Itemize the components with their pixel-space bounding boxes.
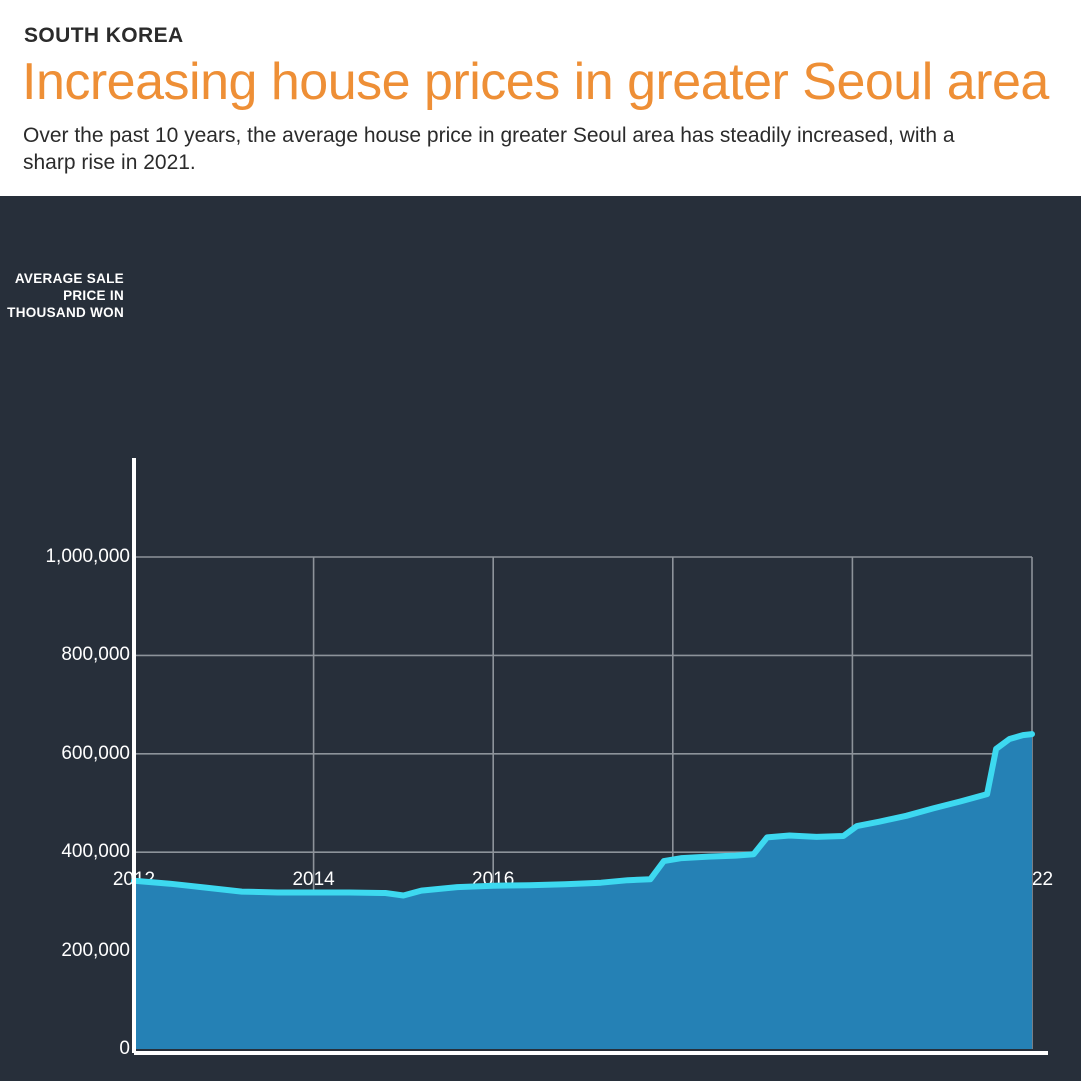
footer: CC $ [0, 930, 1081, 1081]
standfirst-text: Over the past 10 years, the average hous… [23, 124, 955, 174]
page-title: Increasing house prices in greater Seoul… [22, 53, 1049, 111]
y-axis-tick-group: 1,000,000 800,000 600,000 400,000 200,000 0 [0, 196, 130, 1081]
y-axis-tick-label: 800,000 [61, 644, 130, 666]
y-axis-tick-label: 200,000 [61, 939, 130, 961]
header: SOUTH KOREA Increasing house prices in g… [0, 0, 1081, 196]
y-axis-title: AVERAGE SALE PRICE IN THOUSAND WON [7, 271, 124, 320]
series-line [131, 731, 1035, 899]
y-axis-tick-label: 600,000 [61, 742, 130, 764]
y-axis-tick-label: 1,000,000 [45, 546, 130, 567]
y-axis-tick-label: 400,000 [61, 841, 130, 863]
kicker-label: SOUTH KOREA [24, 24, 184, 47]
series-area-fill [134, 734, 1032, 1049]
y-axis-tick-label: 0 [119, 1038, 130, 1059]
chart-panel: AVERAGE SALE PRICE IN THOUSAND WON 1,000… [0, 196, 1081, 1081]
area-chart-plot [131, 458, 1048, 1055]
